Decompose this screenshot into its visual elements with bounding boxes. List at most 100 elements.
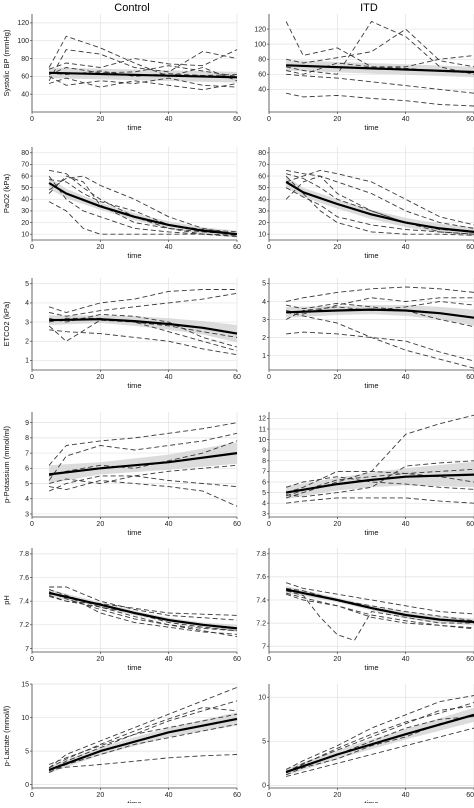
y-tick-label: 80 [258, 57, 266, 64]
subject-line-1 [286, 169, 474, 229]
subject-line-1 [285, 695, 474, 770]
y-tick-label: 20 [21, 220, 29, 227]
subject-line-2 [48, 700, 238, 772]
x-axis-label: time [364, 381, 378, 390]
confidence-band [49, 442, 237, 484]
x-tick-label: 0 [267, 116, 271, 123]
confidence-band [286, 305, 474, 326]
subject-line-3 [48, 175, 238, 236]
y-tick-label: 9 [262, 447, 266, 454]
y-tick-label: 12 [258, 416, 266, 423]
y-tick-label: 3 [262, 511, 266, 518]
y-tick-label: 9 [25, 420, 29, 427]
x-tick-label: 20 [333, 656, 341, 663]
y-tick-label: 80 [21, 56, 29, 63]
subject-line-3 [48, 723, 238, 774]
y-tick-label: 40 [258, 87, 266, 94]
fitted-mean-line [285, 473, 474, 494]
subject-line-1 [49, 169, 238, 235]
y-tick-label: 30 [21, 208, 29, 215]
subject-line-4 [49, 754, 238, 771]
y-tick-label: 50 [21, 185, 29, 192]
subject-line-2 [48, 432, 238, 481]
x-axis-label: time [364, 528, 378, 537]
y-tick-label: 2 [262, 335, 266, 342]
y-tick-label: 1 [25, 358, 29, 365]
fitted-mean-line [48, 591, 238, 630]
fitted-mean-line [49, 318, 238, 335]
y-tick-label: 7.4 [19, 598, 29, 605]
subject-line-6 [286, 28, 474, 68]
x-tick-label: 20 [96, 792, 104, 799]
x-tick-label: 40 [165, 656, 173, 663]
subject-line-1 [48, 289, 237, 313]
y-tick-label: 7.8 [19, 551, 29, 558]
subject-line-5 [285, 187, 474, 235]
subject-line-6 [49, 593, 238, 635]
subject-line-2 [286, 297, 474, 315]
y-tick-label: 11 [259, 426, 266, 433]
x-tick-label: 0 [267, 521, 271, 528]
x-tick-label: 40 [165, 374, 173, 381]
confidence-band [286, 461, 474, 499]
y-tick-label: 60 [258, 173, 266, 180]
subject-line-2 [286, 20, 474, 75]
y-tick-label: 40 [21, 91, 29, 98]
subject-line-7 [48, 49, 238, 70]
y-tick-label: 5 [25, 748, 29, 755]
y-tick-label: 50 [258, 185, 266, 192]
subject-line-1 [48, 422, 238, 466]
x-tick-label: 0 [267, 244, 271, 251]
y-tick-label: 30 [258, 208, 266, 215]
x-axis-label: time [127, 663, 141, 672]
subject-line-6 [48, 175, 238, 235]
x-tick-label: 20 [333, 116, 341, 123]
x-tick-label: 0 [267, 792, 271, 799]
subject-line-5 [48, 77, 238, 91]
subject-line-1 [48, 65, 238, 77]
panel-3-itd: 10 20 30 40 50 60 70 80 0 20 40 60 time [258, 147, 474, 260]
y-tick-label: 4 [262, 501, 266, 508]
column-title-control: Control [114, 2, 149, 14]
subject-line-4 [49, 313, 238, 348]
y-tick-label: 10 [21, 715, 29, 722]
confidence-band [49, 589, 237, 632]
subject-line-4 [286, 587, 474, 622]
y-tick-label: 0 [25, 782, 29, 789]
subject-line-5 [49, 329, 238, 356]
y-tick-label: 3 [262, 317, 266, 324]
y-tick-label: 80 [258, 150, 266, 157]
panel-7-itd: 3 4 5 6 7 8 9 10 11 12 0 20 40 60 time [258, 412, 474, 537]
x-tick-label: 60 [466, 792, 474, 799]
y-axis-label: Systolic BP (mmHg) [2, 29, 11, 96]
confidence-band [49, 315, 237, 343]
x-tick-label: 60 [233, 116, 241, 123]
y-tick-label: 4 [262, 299, 266, 306]
y-tick-label: 7.6 [256, 574, 266, 581]
x-tick-label: 40 [402, 792, 410, 799]
x-tick-label: 60 [466, 656, 474, 663]
subject-line-4 [286, 497, 474, 504]
x-tick-label: 20 [333, 374, 341, 381]
y-tick-label: 15 [21, 681, 29, 688]
x-tick-label: 60 [233, 374, 241, 381]
y-tick-label: 7.4 [256, 597, 266, 604]
x-axis-label: time [364, 251, 378, 260]
y-tick-label: 5 [25, 281, 29, 288]
panel-10-control: 0 5 10 15 0 20 40 60 time p-Lactate (mmol/l) [2, 681, 241, 808]
subject-line-5 [49, 179, 238, 233]
x-tick-label: 60 [466, 116, 474, 123]
confidence-band [286, 176, 474, 237]
y-axis-label: ETCO2 (kPa) [2, 301, 11, 347]
x-axis-label: time [127, 251, 141, 260]
x-tick-label: 40 [402, 116, 410, 123]
x-tick-label: 60 [466, 521, 474, 528]
subject-line-1 [48, 686, 238, 769]
y-tick-label: 70 [258, 162, 266, 169]
panel-4-control: 1 2 3 4 5 0 20 40 60 time ETCO2 (kPa) [2, 278, 241, 390]
x-tick-label: 60 [466, 374, 474, 381]
subject-line-6 [286, 302, 474, 328]
x-tick-label: 40 [402, 374, 410, 381]
y-tick-label: 7 [25, 450, 29, 457]
